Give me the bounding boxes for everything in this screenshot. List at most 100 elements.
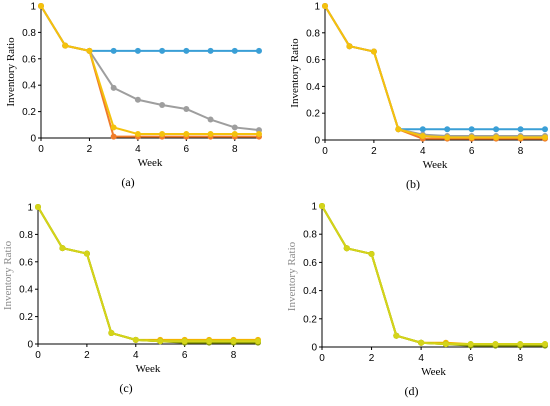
series-point-3 bbox=[132, 336, 139, 343]
series-point-0 bbox=[517, 126, 524, 133]
series-point-0 bbox=[134, 47, 141, 54]
x-tick-label: 8 bbox=[517, 353, 523, 364]
series-point-0 bbox=[419, 126, 426, 133]
x-tick-label: 0 bbox=[319, 353, 325, 364]
y-tick-label: 0.2 bbox=[22, 107, 36, 118]
y-tick-label: 0.6 bbox=[306, 55, 320, 66]
series-line-2 bbox=[321, 205, 545, 347]
series-point-0 bbox=[542, 126, 548, 133]
series-point-3 bbox=[159, 131, 166, 138]
series-point-3 bbox=[444, 134, 451, 141]
panel-label: (d) bbox=[405, 384, 419, 398]
series-point-3 bbox=[442, 341, 449, 348]
y-axis-label: Inventory Ratio bbox=[286, 241, 298, 311]
series-point-3 bbox=[346, 43, 353, 50]
chart-panel-3: 0 0.2 0.4 0.6 0.8 1 0 2 4 6 8 Week Inventory Ratio (d… bbox=[286, 202, 548, 398]
x-tick-label: 2 bbox=[87, 144, 93, 155]
x-tick-label: 0 bbox=[35, 350, 41, 361]
series-point-3 bbox=[181, 338, 188, 345]
series-point-3 bbox=[108, 330, 115, 337]
series-point-3 bbox=[59, 245, 66, 252]
y-tick-label: 0.4 bbox=[22, 81, 36, 92]
panel-label: (a) bbox=[121, 175, 134, 189]
series-point-0 bbox=[231, 47, 238, 54]
series-point-3 bbox=[206, 338, 213, 345]
series-point-3 bbox=[418, 339, 425, 346]
y-tick-label: 0.8 bbox=[19, 230, 33, 241]
y-axis-label: Inventory Ratio bbox=[289, 38, 301, 108]
series-point-1 bbox=[231, 124, 238, 131]
series-point-3 bbox=[468, 134, 475, 141]
series-point-1 bbox=[207, 116, 214, 123]
series-point-3 bbox=[492, 341, 499, 348]
x-tick-label: 8 bbox=[232, 144, 238, 155]
y-tick-label: 0.8 bbox=[22, 28, 36, 39]
x-tick-label: 4 bbox=[418, 353, 424, 364]
series-point-3 bbox=[370, 48, 377, 55]
series-point-3 bbox=[517, 341, 524, 348]
x-tick-label: 4 bbox=[420, 146, 426, 157]
series-point-3 bbox=[517, 134, 524, 141]
series-point-0 bbox=[110, 47, 117, 54]
series-point-3 bbox=[319, 203, 325, 209]
panel-label: (b) bbox=[406, 177, 420, 191]
series-line-1 bbox=[321, 205, 545, 346]
y-tick-label: 0.2 bbox=[303, 314, 317, 325]
series-line-1 bbox=[40, 5, 260, 132]
series-line-1 bbox=[37, 206, 258, 343]
chart-panel-0: 0 0.2 0.4 0.6 0.8 1 0 2 4 6 8 Week Inventory Ratio (a… bbox=[5, 2, 262, 189]
series-point-1 bbox=[183, 105, 190, 112]
series-point-3 bbox=[110, 124, 117, 131]
panel-label: (c) bbox=[119, 381, 132, 395]
series-line-3 bbox=[324, 5, 545, 139]
chart-panel-1: 0 0.2 0.4 0.6 0.8 1 0 2 4 6 8 Week Inventory Ratio (b… bbox=[289, 2, 548, 191]
x-axis-label: Week bbox=[421, 366, 446, 378]
x-axis-label: Week bbox=[423, 159, 448, 171]
series-point-3 bbox=[395, 126, 402, 133]
series-point-3 bbox=[231, 131, 238, 138]
y-tick-label: 0.8 bbox=[303, 230, 317, 241]
y-tick-label: 0.6 bbox=[19, 257, 33, 268]
x-tick-label: 4 bbox=[135, 144, 141, 155]
series-point-0 bbox=[256, 47, 262, 54]
series-point-1 bbox=[134, 96, 141, 103]
y-tick-label: 0 bbox=[30, 134, 36, 145]
series-point-3 bbox=[35, 204, 41, 210]
y-tick-label: 1 bbox=[27, 203, 33, 214]
x-tick-label: 2 bbox=[371, 146, 377, 157]
y-tick-label: 0.2 bbox=[19, 312, 33, 323]
series-point-3 bbox=[493, 134, 500, 141]
x-tick-label: 0 bbox=[38, 144, 44, 155]
series-point-3 bbox=[542, 134, 548, 141]
series-line-2 bbox=[37, 206, 258, 344]
series-point-3 bbox=[83, 250, 90, 257]
series-point-3 bbox=[207, 131, 214, 138]
series-point-0 bbox=[493, 126, 500, 133]
y-tick-label: 1 bbox=[311, 202, 317, 213]
series-point-2 bbox=[110, 133, 117, 140]
series-point-3 bbox=[419, 132, 426, 139]
x-tick-label: 2 bbox=[84, 350, 90, 361]
series-point-3 bbox=[467, 341, 474, 348]
x-tick-label: 2 bbox=[369, 353, 375, 364]
series-point-3 bbox=[343, 245, 350, 252]
series-line-1 bbox=[324, 5, 545, 137]
x-axis-label: Week bbox=[138, 157, 163, 169]
series-point-3 bbox=[393, 332, 400, 339]
series-point-0 bbox=[444, 126, 451, 133]
y-axis-label: Inventory Ratio bbox=[2, 240, 14, 310]
series-point-1 bbox=[110, 84, 117, 91]
series-line-2 bbox=[40, 5, 259, 138]
x-axis-label: Week bbox=[136, 363, 161, 375]
y-tick-label: 0 bbox=[314, 136, 320, 147]
y-tick-label: 0.8 bbox=[306, 28, 320, 39]
series-point-3 bbox=[157, 338, 164, 345]
y-tick-label: 1 bbox=[314, 2, 320, 13]
series-point-0 bbox=[183, 47, 190, 54]
y-axis-label: Inventory Ratio bbox=[5, 37, 17, 107]
x-tick-label: 8 bbox=[231, 350, 237, 361]
y-tick-label: 0.4 bbox=[306, 82, 320, 93]
series-line-0 bbox=[321, 205, 545, 346]
series-point-1 bbox=[159, 102, 166, 108]
